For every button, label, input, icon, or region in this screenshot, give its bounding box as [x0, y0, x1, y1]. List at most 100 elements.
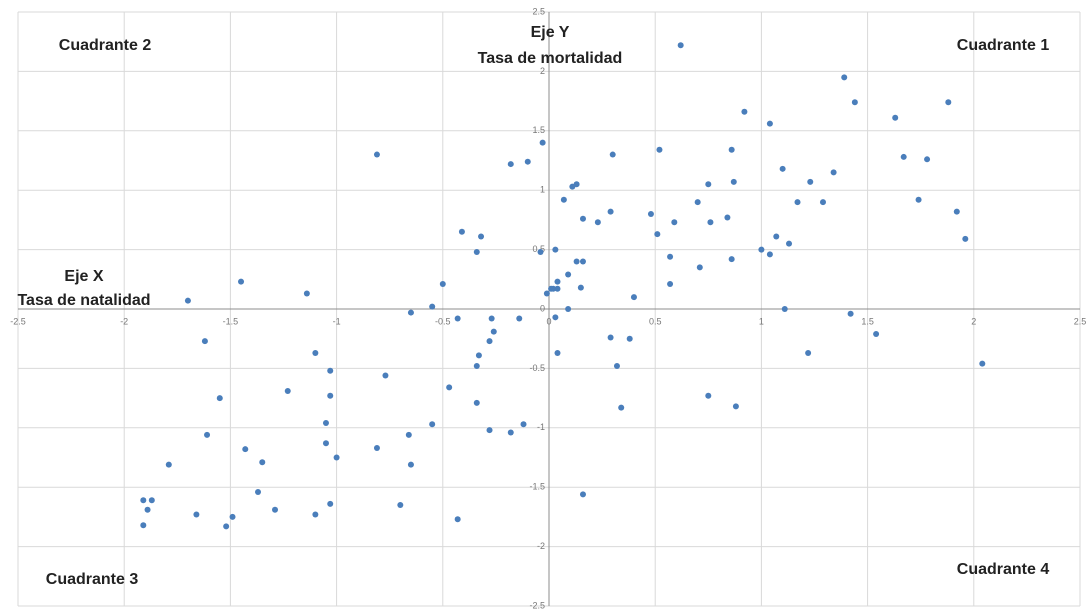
point	[741, 108, 748, 115]
point	[560, 196, 567, 203]
x-tick-label: -2.5	[10, 316, 26, 326]
point	[671, 219, 678, 226]
y-tick-label: 1.5	[532, 125, 545, 135]
point	[807, 178, 814, 185]
point	[577, 284, 584, 291]
point	[490, 328, 497, 335]
point	[140, 497, 147, 504]
point	[900, 153, 907, 160]
point	[165, 461, 172, 468]
y-tick-label: -0.5	[529, 363, 545, 373]
point	[656, 146, 663, 153]
point	[507, 161, 514, 168]
quadrant-label: Cuadrante 2	[59, 37, 152, 54]
point	[407, 309, 414, 316]
point	[242, 446, 249, 453]
point	[565, 271, 572, 278]
y-tick-label: -1	[537, 422, 545, 432]
point	[667, 253, 674, 260]
point	[873, 330, 880, 337]
point	[979, 360, 986, 367]
x-tick-label: -2	[120, 316, 128, 326]
point	[520, 421, 527, 428]
x-tick-label: 0.5	[649, 316, 662, 326]
y-tick-label: -2	[537, 541, 545, 551]
point	[841, 74, 848, 81]
y-tick-label: -1.5	[529, 482, 545, 492]
quadrant-label: Cuadrante 3	[46, 571, 139, 588]
point	[594, 219, 601, 226]
point	[322, 420, 329, 427]
y-axis-label: Eje Y	[531, 24, 570, 41]
point	[607, 334, 614, 341]
point	[667, 281, 674, 288]
point	[773, 233, 780, 240]
point	[322, 440, 329, 447]
point	[193, 511, 200, 518]
point	[473, 363, 480, 370]
point	[830, 169, 837, 176]
point	[382, 372, 389, 379]
point	[892, 114, 899, 121]
x-axis-label: Eje X	[64, 268, 103, 285]
point	[238, 278, 245, 285]
point	[473, 248, 480, 255]
x-tick-label: 1.5	[861, 316, 874, 326]
y-tick-label: 2.5	[532, 6, 545, 16]
y-tick-label: 1	[540, 185, 545, 195]
point	[618, 404, 625, 411]
point	[458, 228, 465, 235]
point	[259, 459, 266, 466]
y-tick-label: 0	[540, 303, 545, 313]
point	[819, 199, 826, 206]
point	[554, 285, 561, 292]
point	[429, 421, 436, 428]
point	[805, 349, 812, 356]
point	[728, 256, 735, 263]
point	[730, 178, 737, 185]
point	[397, 502, 404, 509]
point	[255, 488, 262, 495]
point	[915, 196, 922, 203]
point	[539, 139, 546, 146]
y-tick-label: 2	[540, 66, 545, 76]
point	[579, 215, 586, 222]
point	[543, 290, 550, 297]
x-tick-label: -0.5	[435, 316, 451, 326]
point	[794, 199, 801, 206]
point	[579, 491, 586, 498]
point	[554, 278, 561, 285]
point	[724, 214, 731, 221]
point	[758, 246, 765, 253]
point	[439, 281, 446, 288]
point	[573, 258, 580, 265]
point	[204, 431, 211, 438]
x-tick-label: 2.5	[1074, 316, 1087, 326]
point	[140, 522, 147, 529]
point	[569, 183, 576, 190]
point	[705, 181, 712, 188]
point	[201, 338, 208, 345]
x-tick-label: 0	[546, 316, 551, 326]
point	[554, 349, 561, 356]
point	[579, 258, 586, 265]
point	[486, 427, 493, 434]
point	[732, 403, 739, 410]
point	[781, 306, 788, 312]
point	[454, 315, 461, 322]
point	[333, 454, 340, 461]
point	[779, 165, 786, 172]
point	[548, 285, 555, 292]
point	[647, 210, 654, 217]
point	[786, 240, 793, 247]
x-tick-label: 1	[759, 316, 764, 326]
point	[847, 310, 854, 317]
point	[565, 306, 572, 312]
point	[184, 297, 191, 304]
point	[148, 497, 155, 504]
point	[144, 506, 151, 513]
point	[537, 248, 544, 255]
point	[229, 513, 236, 520]
point	[626, 335, 633, 342]
point	[312, 511, 319, 518]
